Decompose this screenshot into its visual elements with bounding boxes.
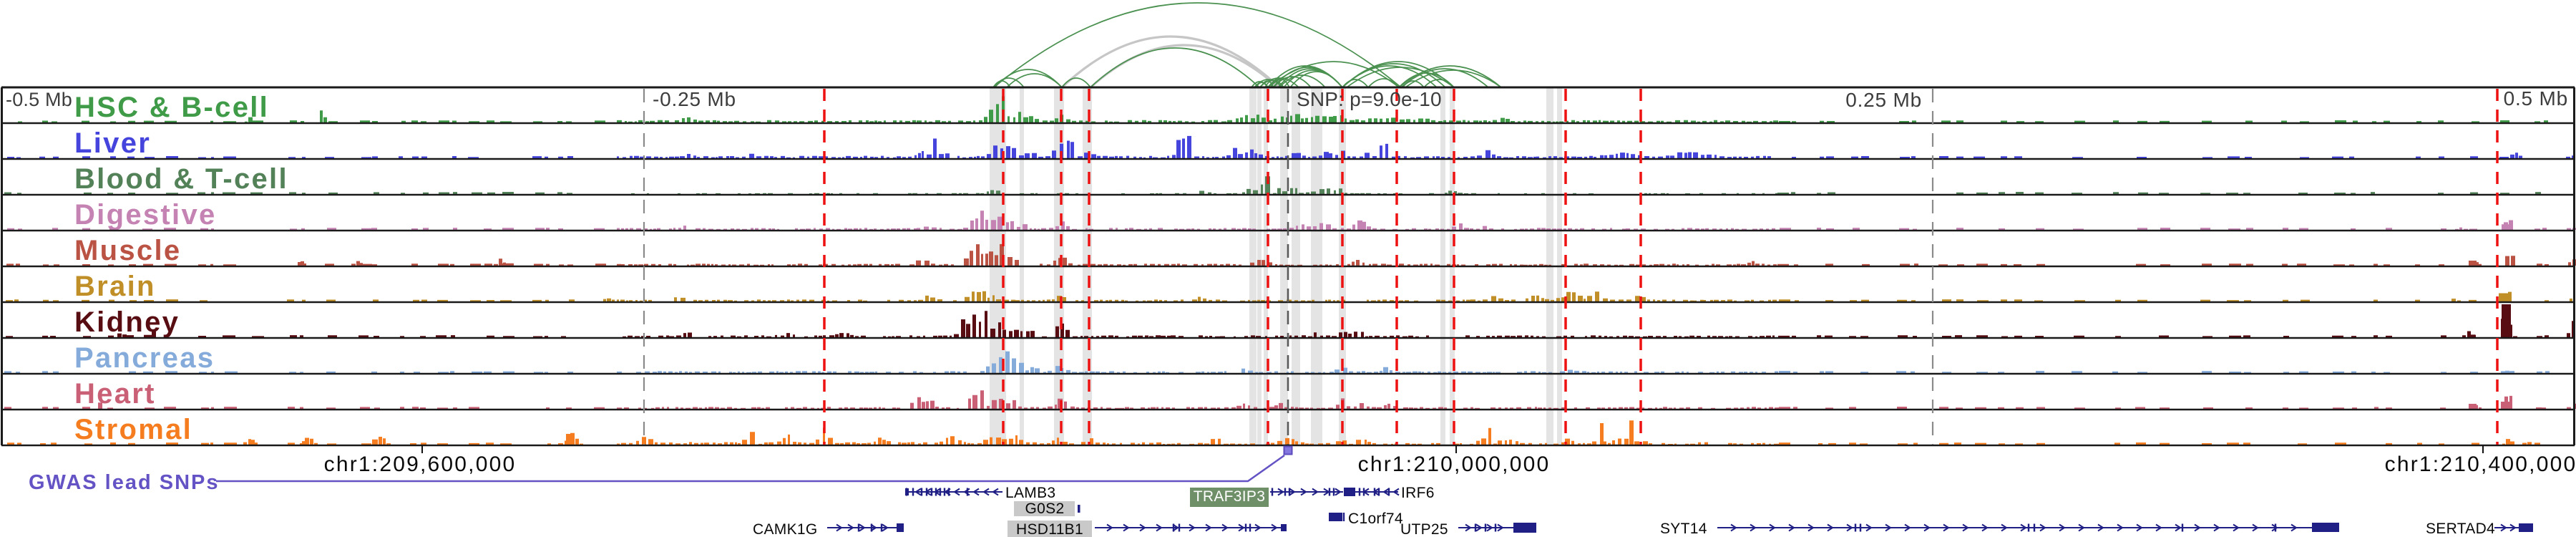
svg-text:Blood & T-cell: Blood & T-cell (74, 163, 288, 195)
svg-text:Digestive: Digestive (74, 199, 217, 231)
svg-text:GWAS lead SNPs: GWAS lead SNPs (29, 471, 220, 494)
svg-text:CAMK1G: CAMK1G (753, 521, 818, 537)
svg-text:HSD11B1: HSD11B1 (1016, 521, 1083, 537)
svg-text:IRF6: IRF6 (1401, 485, 1435, 501)
svg-text:Pancreas: Pancreas (74, 342, 215, 374)
svg-text:Liver: Liver (74, 127, 151, 159)
svg-text:HSC & B-cell: HSC & B-cell (74, 92, 269, 123)
svg-text:Muscle: Muscle (74, 235, 181, 266)
svg-text:LAMB3: LAMB3 (1005, 485, 1055, 501)
svg-text:Stromal: Stromal (74, 414, 192, 445)
svg-text:C1orf74: C1orf74 (1348, 511, 1403, 527)
svg-text:SERTAD4: SERTAD4 (2426, 521, 2495, 537)
svg-text:SNP: p=9.0e-10: SNP: p=9.0e-10 (1297, 88, 1442, 110)
svg-text:G0S2: G0S2 (1025, 500, 1065, 517)
svg-text:Kidney: Kidney (74, 306, 180, 338)
svg-text:chr1:210,400,000: chr1:210,400,000 (2385, 453, 2576, 476)
svg-text:Brain: Brain (74, 271, 156, 302)
svg-text:TRAF3IP3: TRAF3IP3 (1194, 488, 1265, 505)
svg-text:Heart: Heart (74, 378, 156, 410)
svg-text:chr1:209,600,000: chr1:209,600,000 (324, 453, 517, 476)
svg-text:chr1:210,000,000: chr1:210,000,000 (1358, 453, 1551, 476)
svg-text:-0.25 Mb: -0.25 Mb (653, 88, 736, 110)
svg-text:0.5 Mb: 0.5 Mb (2504, 87, 2568, 110)
svg-text:UTP25: UTP25 (1400, 521, 1448, 537)
svg-text:0.25 Mb: 0.25 Mb (1845, 89, 1922, 111)
svg-text:SYT14: SYT14 (1660, 521, 1707, 537)
svg-text:-0.5 Mb: -0.5 Mb (6, 89, 72, 110)
